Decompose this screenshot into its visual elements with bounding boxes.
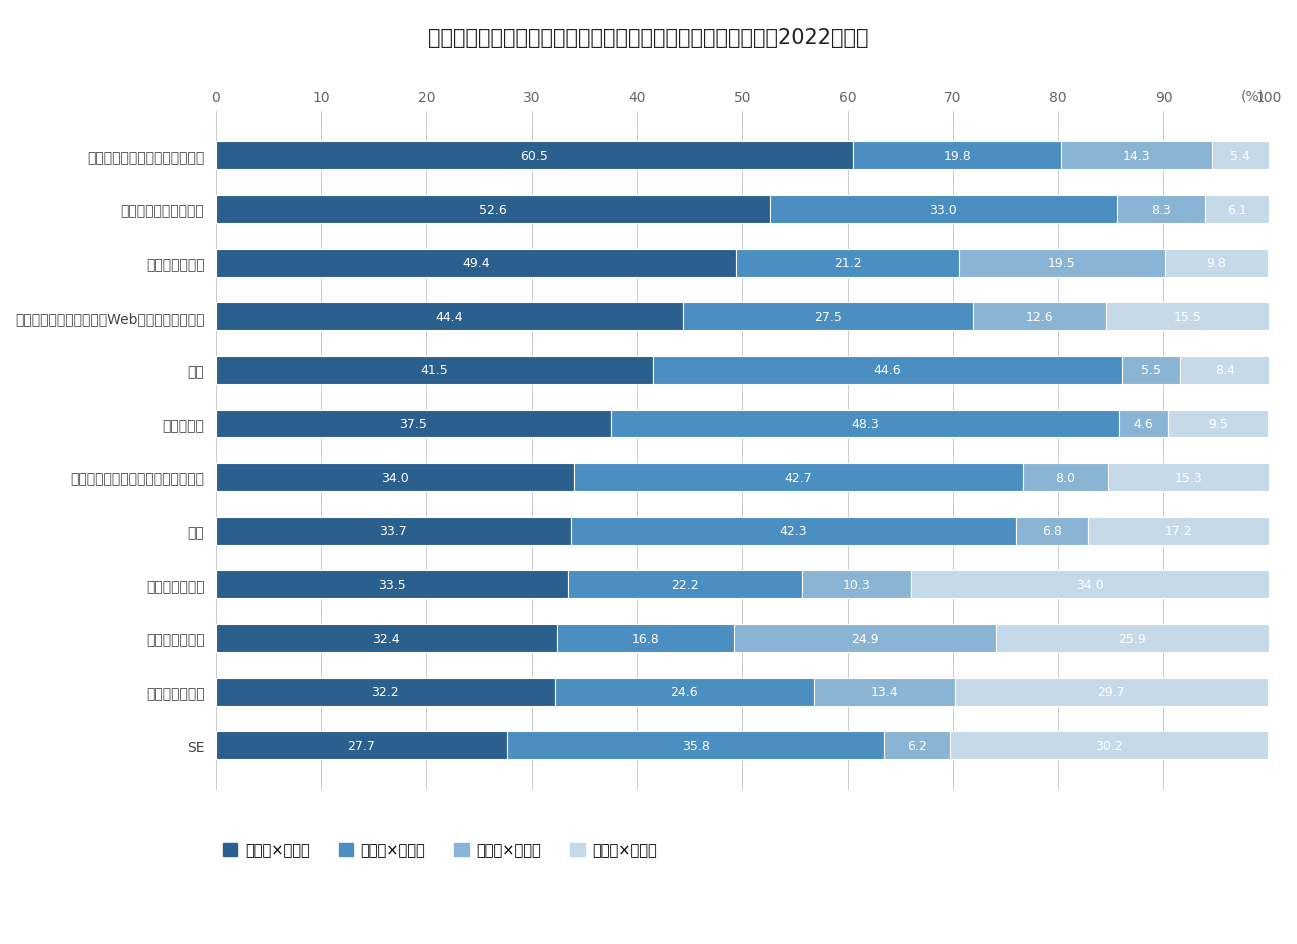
Text: 12.6: 12.6 — [1026, 311, 1053, 324]
Bar — [215, 678, 555, 706]
Bar — [1165, 249, 1267, 278]
Bar — [573, 464, 1023, 492]
Text: 33.5: 33.5 — [379, 579, 406, 591]
Bar — [215, 143, 853, 170]
Text: 33.7: 33.7 — [379, 525, 407, 538]
Bar — [1016, 517, 1088, 545]
Bar — [1205, 195, 1268, 224]
Bar — [735, 249, 960, 278]
Bar — [215, 517, 571, 545]
Text: 32.2: 32.2 — [371, 685, 399, 699]
Text: 27.7: 27.7 — [348, 739, 375, 752]
Text: 42.3: 42.3 — [779, 525, 807, 538]
Bar — [960, 249, 1165, 278]
Text: 9.8: 9.8 — [1206, 257, 1226, 270]
Text: 44.4: 44.4 — [436, 311, 463, 324]
Text: 4.6: 4.6 — [1134, 417, 1153, 430]
Text: 10.3: 10.3 — [843, 579, 870, 591]
Bar — [910, 571, 1268, 598]
Text: 25.9: 25.9 — [1118, 632, 1147, 645]
Text: 41.5: 41.5 — [420, 364, 447, 377]
Bar — [652, 357, 1122, 384]
Text: 34.0: 34.0 — [1077, 579, 1104, 591]
Text: 6.2: 6.2 — [907, 739, 927, 752]
Bar — [215, 303, 684, 330]
Bar — [215, 410, 611, 438]
Text: 19.5: 19.5 — [1048, 257, 1075, 270]
Bar — [1023, 464, 1108, 492]
Text: 29.7: 29.7 — [1097, 685, 1126, 699]
Text: 33.0: 33.0 — [930, 203, 957, 216]
Bar — [215, 732, 507, 759]
Text: 17.2: 17.2 — [1165, 525, 1192, 538]
Text: 48.3: 48.3 — [851, 417, 879, 430]
Bar — [684, 303, 973, 330]
Bar — [215, 195, 769, 224]
Text: 37.5: 37.5 — [399, 417, 427, 430]
Bar — [556, 624, 734, 652]
Text: 【転職先職種別】転職時の業種・職種異同のパターン別割合（2022年度）: 【転職先職種別】転職時の業種・職種異同のパターン別割合（2022年度） — [428, 28, 869, 48]
Bar — [215, 571, 568, 598]
Bar — [611, 410, 1119, 438]
Bar — [996, 624, 1268, 652]
Text: 27.5: 27.5 — [815, 311, 842, 324]
Bar — [571, 517, 1016, 545]
Bar — [734, 624, 996, 652]
Bar — [1061, 143, 1211, 170]
Legend: 異業種×異職種, 異業種×同職種, 同業種×異職種, 同業種×同職種: 異業種×異職種, 異業種×同職種, 同業種×異職種, 同業種×同職種 — [223, 843, 656, 858]
Bar — [215, 249, 735, 278]
Text: (%): (%) — [1240, 90, 1265, 104]
Bar — [885, 732, 949, 759]
Bar — [1119, 410, 1167, 438]
Bar — [1088, 517, 1268, 545]
Bar — [507, 732, 885, 759]
Bar — [568, 571, 803, 598]
Bar — [1105, 303, 1268, 330]
Bar — [215, 624, 556, 652]
Text: 14.3: 14.3 — [1123, 150, 1150, 162]
Text: 8.3: 8.3 — [1150, 203, 1171, 216]
Text: 52.6: 52.6 — [479, 203, 506, 216]
Text: 60.5: 60.5 — [520, 150, 549, 162]
Text: 6.8: 6.8 — [1041, 525, 1062, 538]
Bar — [973, 303, 1105, 330]
Text: 44.6: 44.6 — [874, 364, 901, 377]
Text: 19.8: 19.8 — [943, 150, 971, 162]
Bar — [1117, 195, 1205, 224]
Text: 5.4: 5.4 — [1231, 150, 1250, 162]
Text: 34.0: 34.0 — [381, 471, 409, 484]
Text: 16.8: 16.8 — [632, 632, 659, 645]
Bar — [215, 357, 652, 384]
Text: 15.3: 15.3 — [1174, 471, 1202, 484]
Text: 24.6: 24.6 — [671, 685, 698, 699]
Bar — [769, 195, 1117, 224]
Bar — [1167, 410, 1267, 438]
Bar — [215, 464, 573, 492]
Text: 32.4: 32.4 — [372, 632, 399, 645]
Text: 6.1: 6.1 — [1227, 203, 1246, 216]
Text: 42.7: 42.7 — [785, 471, 812, 484]
Text: 8.0: 8.0 — [1056, 471, 1075, 484]
Text: 9.5: 9.5 — [1208, 417, 1228, 430]
Bar — [1180, 357, 1268, 384]
Bar — [1108, 464, 1268, 492]
Bar — [853, 143, 1061, 170]
Bar — [555, 678, 813, 706]
Bar — [803, 571, 910, 598]
Text: 22.2: 22.2 — [672, 579, 699, 591]
Text: 5.5: 5.5 — [1141, 364, 1161, 377]
Text: 13.4: 13.4 — [870, 685, 899, 699]
Text: 35.8: 35.8 — [682, 739, 709, 752]
Text: 49.4: 49.4 — [462, 257, 489, 270]
Bar — [949, 732, 1267, 759]
Bar — [813, 678, 955, 706]
Bar — [955, 678, 1267, 706]
Bar — [1211, 143, 1268, 170]
Text: 21.2: 21.2 — [834, 257, 861, 270]
Text: 24.9: 24.9 — [851, 632, 879, 645]
Text: 30.2: 30.2 — [1095, 739, 1123, 752]
Text: 8.4: 8.4 — [1215, 364, 1235, 377]
Text: 15.5: 15.5 — [1174, 311, 1201, 324]
Bar — [1122, 357, 1180, 384]
